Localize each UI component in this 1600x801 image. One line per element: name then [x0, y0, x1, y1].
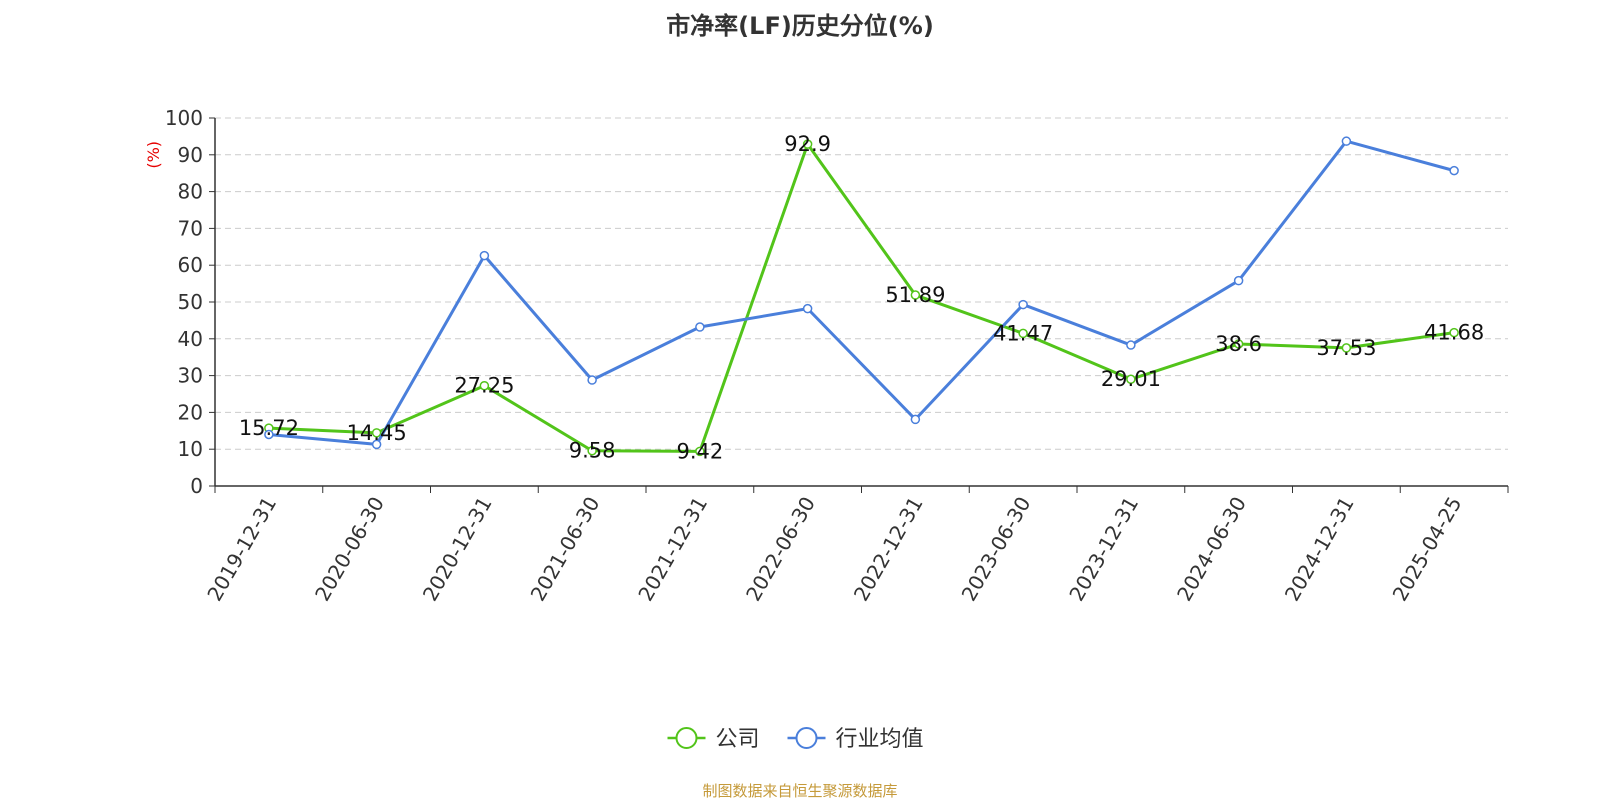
y-tick-label: 80 — [178, 180, 203, 204]
axes: 0 10 20 30 40 50 60 70 80 90 100(%) 2019-12-31 2020-… — [144, 106, 1509, 606]
legend-item-industry-average[interactable]: 行业均值 — [787, 727, 924, 752]
data-label: 37.53 — [1316, 336, 1376, 360]
data-point — [1126, 374, 1136, 384]
data-point — [1018, 299, 1028, 310]
y-tick-label: 70 — [178, 216, 203, 240]
grid-lines — [215, 117, 1508, 450]
data-point — [802, 303, 813, 314]
y-axis-label: (%) — [144, 141, 163, 169]
data-point — [910, 290, 921, 300]
data-label: 51.89 — [885, 283, 945, 307]
y-tick-label: 60 — [178, 253, 203, 277]
data-label: 38.6 — [1215, 332, 1262, 356]
legend-marker-icon — [795, 727, 818, 749]
y-tick-label: 100 — [165, 106, 203, 130]
data-point — [587, 375, 597, 385]
data-label: 41.47 — [993, 321, 1053, 345]
data-point — [1341, 343, 1352, 353]
y-tick-label: 10 — [178, 437, 203, 461]
x-tick-label: 2024-06-30 — [1172, 493, 1251, 606]
chart-title: 市净率(LF)历史分位(%) — [666, 12, 934, 40]
y-tick-label: 0 — [190, 474, 203, 498]
data-point — [1018, 328, 1028, 339]
data-label: 9.42 — [676, 439, 723, 463]
data-point — [264, 429, 274, 440]
legend[interactable]: 公司 行业均值 — [667, 727, 924, 752]
x-tick-label: 2021-12-31 — [633, 493, 712, 606]
legend-marker-icon — [675, 727, 698, 749]
data-label: 41.68 — [1424, 321, 1484, 345]
x-tick-label: 2023-12-31 — [1064, 493, 1143, 606]
x-tick-label: 2020-06-30 — [310, 493, 389, 606]
data-point — [695, 446, 705, 457]
x-tick-label: 2025-04-25 — [1388, 493, 1467, 606]
legend-label: 行业均值 — [836, 727, 924, 752]
data-point — [479, 250, 490, 261]
y-tick-label: 90 — [178, 143, 203, 167]
data-point — [695, 322, 705, 332]
y-tick-label: 50 — [178, 290, 203, 314]
series-line-company — [268, 142, 1455, 453]
data-point — [479, 380, 490, 391]
x-tick-label: 2019-12-31 — [202, 493, 281, 606]
y-tick-label: 20 — [178, 400, 203, 424]
series-lines — [264, 136, 1459, 457]
data-point — [910, 414, 921, 425]
data-point — [1233, 275, 1244, 286]
data-point — [1449, 327, 1459, 338]
data-point — [802, 139, 813, 149]
data-point — [1126, 340, 1136, 350]
legend-item-company[interactable]: 公司 — [667, 727, 760, 752]
series-line-industry-average — [268, 139, 1455, 446]
data-label: 27.25 — [454, 374, 514, 398]
line-chart: 0 10 20 30 40 50 60 70 80 90 100(%) 2019-12-31 2020-… — [144, 106, 1509, 752]
data-label: 14.45 — [347, 421, 407, 445]
x-tick-label: 2021-06-30 — [526, 493, 605, 606]
data-label: 92.9 — [784, 132, 831, 156]
data-label: 29.01 — [1101, 367, 1161, 391]
legend-label: 公司 — [716, 727, 760, 752]
data-label: 15.72 — [239, 416, 299, 440]
x-tick-label: 2022-06-30 — [741, 493, 820, 606]
y-tick-label: 30 — [178, 364, 203, 388]
data-source-note: 制图数据来自恒生聚源数据库 — [702, 782, 898, 800]
data-point — [1233, 339, 1244, 349]
data-point — [587, 445, 597, 456]
data-label: 9.58 — [569, 439, 616, 463]
x-tick-label: 2023-06-30 — [957, 493, 1036, 606]
data-point — [371, 439, 382, 450]
x-tick-label: 2024-12-31 — [1280, 493, 1359, 606]
data-point — [1449, 165, 1459, 176]
x-tick-label: 2020-12-31 — [418, 493, 497, 606]
data-labels: 15.72 14.45 27.25 9.58 9.42 92.9 51.89 41.47 29.… — [239, 132, 1484, 463]
x-tick-label: 2022-12-31 — [849, 493, 928, 606]
y-tick-label: 40 — [178, 327, 203, 351]
data-point — [371, 428, 382, 438]
data-point — [1341, 136, 1352, 146]
